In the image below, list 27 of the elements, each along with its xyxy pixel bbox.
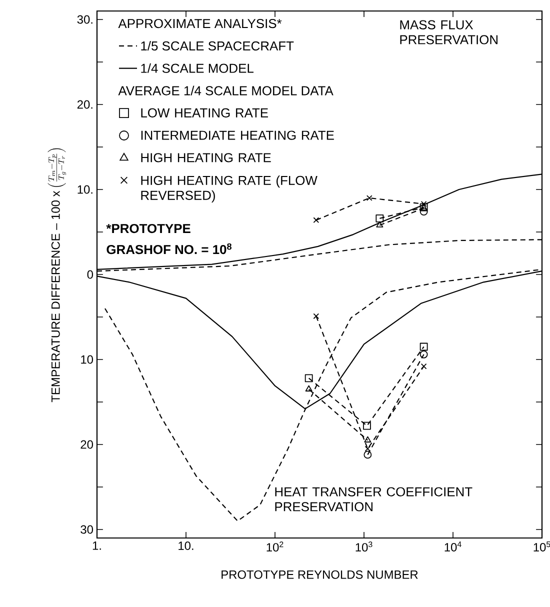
annotation: GRASHOF NO. = 10$^{8}$ [106, 243, 232, 254]
x-tick-label: 1. [92, 542, 101, 550]
x-axis-title: PROTOTYPE REYNOLDS NUMBER [222, 570, 418, 579]
legend-label: HIGH HEATING RATE (FLOW REVERSED) [141, 175, 318, 203]
x-tick-label: 10. [178, 542, 194, 550]
legend-label: HIGH HEATING RATE [141, 153, 271, 162]
legend-title: APPROXIMATE ANALYSIS* [118, 18, 282, 28]
annotation: HEAT TRANSFER COEFFICIENT PRESERVATION [275, 487, 472, 512]
x-tick-label: 10$^{2}$ [266, 542, 284, 552]
x-tick-label: 10$^{4}$ [444, 542, 462, 552]
y-tick-label: 30. [77, 15, 92, 24]
legend-label: INTERMEDIATE HEATING RATE [141, 130, 334, 140]
y-tick-label: 10. [78, 185, 92, 194]
legend-label: 1/5 SCALE SPACECRAFT [141, 41, 294, 51]
annotation: MASS FLUX PRESERVATION [400, 20, 498, 44]
y-axis-title: $\mbox{TEMPERATURE DIFFERENCE – 100 x}\left(\frac{T_m - T_p}{T_g - T_r}\right)$ [48, 148, 66, 402]
y-tick-label: 20. [77, 100, 92, 109]
legend-label: LOW HEATING RATE [141, 108, 268, 118]
y-tick-label: 0 [87, 270, 94, 279]
annotation: *PROTOTYPE [106, 224, 190, 234]
x-tick-label: 10$^{3}$ [356, 542, 372, 552]
annotation: AVERAGE 1/4 SCALE MODEL DATA [118, 86, 334, 96]
y-tick-label: 20 [80, 440, 94, 449]
legend-label: 1/4 SCALE MODEL [141, 63, 254, 73]
x-tick-label: 10$^{5}$ [534, 542, 550, 552]
y-tick-label: 10 [81, 355, 94, 364]
y-tick-label: 30 [80, 525, 94, 534]
